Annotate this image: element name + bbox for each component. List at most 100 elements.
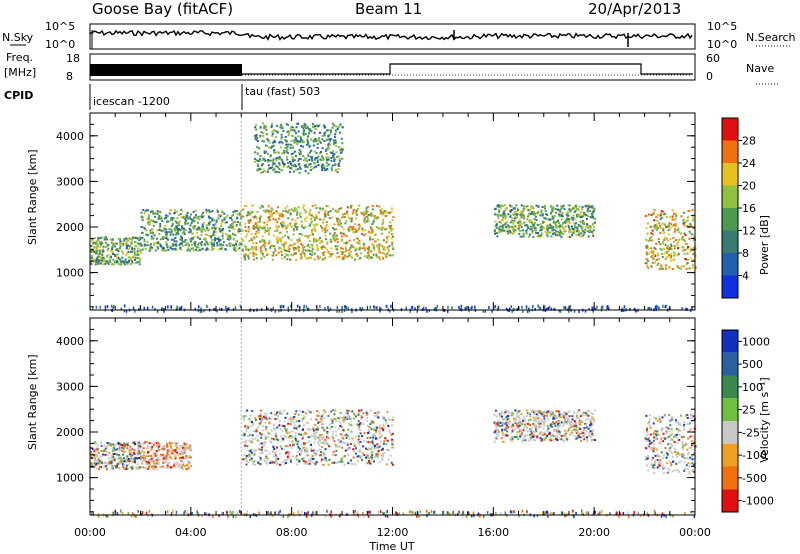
echo-cell	[301, 251, 304, 254]
echo-cell	[146, 222, 149, 225]
echo-cell	[546, 213, 549, 216]
echo-cell	[371, 215, 374, 217]
echo-cell	[672, 237, 675, 239]
echo-cell	[188, 444, 191, 447]
echo-cell	[265, 128, 268, 131]
echo-cell	[261, 451, 264, 454]
echo-cell	[528, 213, 531, 216]
ground-scatter-cell	[418, 305, 420, 309]
echo-cell	[186, 446, 188, 449]
echo-cell	[154, 249, 157, 252]
echo-cell	[338, 125, 341, 128]
echo-cell	[374, 215, 377, 218]
echo-cell	[166, 246, 169, 249]
echo-cell	[311, 229, 313, 232]
echo-cell	[154, 221, 157, 223]
echo-cell	[346, 443, 349, 446]
echo-cell	[263, 140, 266, 143]
echo-cell	[283, 242, 286, 245]
echo-cell	[281, 461, 284, 464]
echo-cell	[383, 439, 386, 442]
echo-cell	[169, 456, 172, 459]
echo-cell	[523, 205, 525, 207]
echo-cell	[293, 415, 296, 418]
echo-cell	[537, 414, 540, 417]
echo-cell	[340, 137, 343, 140]
echo-cell	[141, 217, 144, 220]
echo-cell	[530, 410, 533, 413]
echo-cell	[128, 245, 131, 248]
echo-cell	[323, 212, 326, 215]
echo-cell	[661, 267, 664, 270]
echo-cell	[692, 216, 695, 219]
echo-cell	[313, 150, 316, 153]
echo-cell	[96, 240, 98, 243]
echo-cell	[349, 228, 352, 231]
ground-scatter-cell	[290, 304, 292, 308]
echo-cell	[111, 246, 114, 249]
echo-cell	[257, 415, 260, 418]
date-title: 20/Apr/2013	[588, 0, 681, 18]
echo-cell	[313, 441, 316, 444]
echo-cell	[256, 439, 259, 442]
echo-cell	[581, 206, 584, 209]
ground-scatter-cell	[471, 305, 473, 309]
echo-cell	[276, 426, 279, 429]
echo-cell	[264, 421, 267, 424]
echo-cell	[576, 226, 579, 229]
echo-cell	[255, 134, 258, 137]
echo-cell	[273, 151, 275, 153]
echo-cell	[236, 216, 239, 219]
echo-cell	[254, 419, 257, 421]
echo-cell	[308, 132, 310, 135]
echo-cell	[349, 443, 352, 446]
echo-cell	[528, 423, 531, 426]
echo-cell	[282, 437, 285, 440]
echo-cell	[346, 416, 349, 419]
echo-cell	[381, 427, 384, 430]
echo-cell	[339, 412, 342, 414]
echo-cell	[350, 206, 353, 209]
echo-cell	[540, 232, 543, 235]
echo-cell	[687, 245, 689, 248]
echo-cell	[264, 437, 267, 440]
echo-cell	[263, 126, 266, 129]
echo-cell	[267, 210, 270, 213]
echo-cell	[137, 452, 140, 455]
echo-cell	[332, 237, 335, 240]
echo-cell	[258, 160, 261, 163]
echo-cell	[203, 238, 206, 241]
echo-cell	[521, 438, 524, 441]
echo-cell	[216, 209, 219, 212]
echo-cell	[320, 458, 323, 461]
echo-cell	[365, 212, 368, 215]
echo-cell	[273, 424, 276, 426]
echo-cell	[189, 240, 192, 243]
echo-cell	[116, 453, 119, 456]
echo-cell	[307, 428, 310, 430]
echo-cell	[349, 246, 352, 249]
echo-cell	[538, 417, 541, 420]
echo-cell	[536, 437, 539, 439]
echo-cell	[280, 223, 283, 226]
echo-cell	[373, 428, 376, 431]
echo-cell	[112, 455, 115, 458]
echo-cell	[385, 227, 388, 230]
echo-cell	[508, 226, 511, 229]
echo-cell	[380, 228, 383, 231]
echo-cell	[525, 232, 528, 235]
echo-cell	[190, 465, 192, 468]
echo-cell	[317, 125, 320, 127]
echo-cell	[263, 221, 266, 224]
echo-cell	[311, 205, 314, 207]
echo-cell	[585, 225, 588, 228]
echo-cell	[308, 246, 311, 249]
echo-cell	[295, 139, 298, 142]
ground-scatter-cell	[547, 306, 550, 310]
echo-cell	[545, 227, 548, 230]
echo-cell	[118, 454, 121, 457]
echo-cell	[338, 159, 341, 162]
echo-cell	[559, 210, 562, 213]
echo-cell	[336, 234, 338, 237]
echo-cell	[344, 247, 347, 250]
